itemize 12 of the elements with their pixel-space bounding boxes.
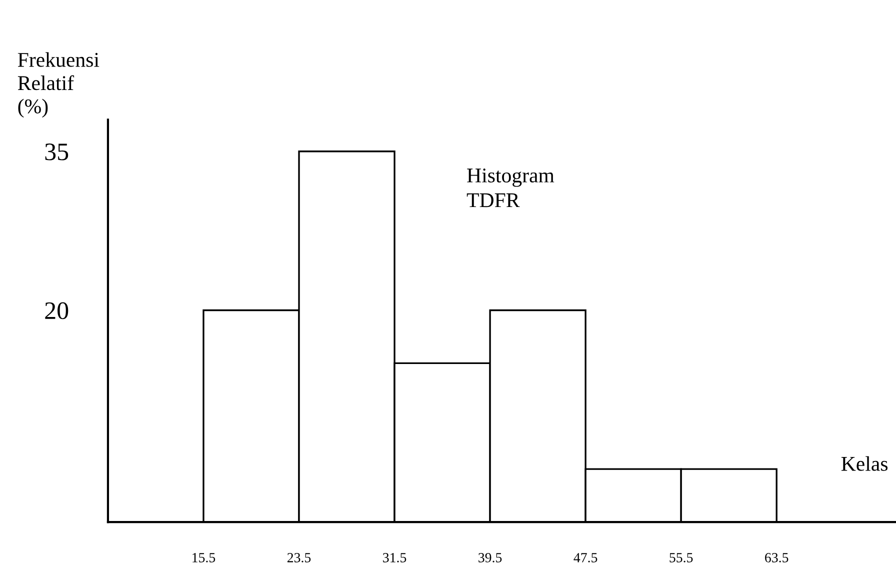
x-tick-label: 15.5 [192, 553, 216, 562]
annotation: Histogram TDFR [466, 168, 554, 208]
y-tick-label: 35 [45, 144, 68, 160]
y-axis-title: Frekuensi Relatif (%) [18, 52, 100, 118]
x-tick-label: 31.5 [383, 553, 406, 562]
y-tick-label: 20 [45, 302, 68, 320]
x-tick-label: 63.5 [765, 553, 788, 562]
x-tick-label: 39.5 [478, 553, 502, 562]
x-tick-label: 23.5 [287, 553, 311, 562]
x-axis-title: Kelas [841, 456, 888, 471]
x-tick-label: 55.5 [670, 553, 693, 562]
x-tick-label: 47.5 [574, 553, 598, 562]
